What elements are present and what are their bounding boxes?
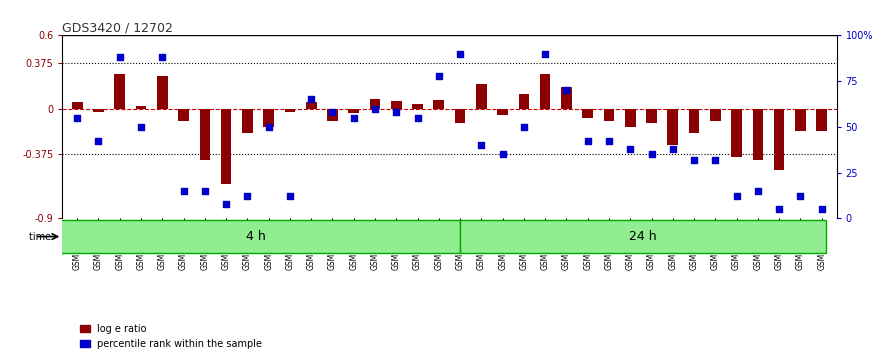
Bar	[625, 109, 635, 127]
Point	[687, 157, 701, 162]
Bar	[348, 109, 359, 113]
Bar	[710, 109, 721, 121]
Point	[410, 115, 425, 120]
Legend: log e ratio, percentile rank within the sample: log e ratio, percentile rank within the …	[76, 320, 266, 353]
Bar	[540, 74, 551, 109]
Point	[517, 124, 531, 130]
Bar	[519, 94, 530, 109]
Point	[113, 55, 127, 60]
Point	[219, 201, 233, 206]
Bar	[115, 74, 125, 109]
Bar	[72, 102, 83, 109]
Bar	[178, 109, 189, 121]
Point	[602, 139, 616, 144]
Point	[92, 139, 106, 144]
Bar	[455, 109, 465, 123]
Point	[198, 188, 212, 194]
Point	[240, 194, 255, 199]
Bar	[498, 109, 508, 115]
Bar	[306, 102, 317, 109]
Point	[708, 157, 723, 162]
Point	[155, 55, 169, 60]
Point	[134, 124, 148, 130]
Bar	[689, 109, 700, 133]
Point	[326, 109, 340, 115]
Point	[623, 146, 637, 152]
Bar	[285, 109, 295, 112]
Bar	[582, 109, 593, 118]
Point	[432, 73, 446, 79]
Point	[793, 194, 807, 199]
Point	[368, 106, 382, 112]
Point	[730, 194, 744, 199]
Point	[751, 188, 765, 194]
Bar	[561, 87, 571, 109]
Point	[559, 87, 573, 93]
Text: 24 h: 24 h	[629, 230, 657, 243]
Point	[453, 51, 467, 57]
Bar	[328, 109, 338, 121]
Bar	[263, 109, 274, 127]
Point	[304, 97, 319, 102]
Point	[496, 152, 510, 157]
Point	[389, 109, 403, 115]
Text: GDS3420 / 12702: GDS3420 / 12702	[62, 21, 174, 34]
Bar	[199, 109, 210, 160]
Bar	[753, 109, 764, 160]
Bar	[242, 109, 253, 133]
Bar	[93, 109, 104, 112]
FancyBboxPatch shape	[52, 220, 460, 253]
Point	[772, 206, 786, 212]
Point	[346, 115, 360, 120]
Bar	[795, 109, 805, 131]
Bar	[135, 106, 146, 109]
Bar	[157, 76, 167, 109]
Bar	[732, 109, 742, 157]
Bar	[412, 104, 423, 109]
Point	[283, 194, 297, 199]
Point	[474, 142, 489, 148]
Bar	[391, 101, 401, 109]
Point	[644, 152, 659, 157]
Bar	[668, 109, 678, 145]
Point	[70, 115, 85, 120]
Bar	[603, 109, 614, 121]
Bar	[476, 84, 487, 109]
Point	[262, 124, 276, 130]
Point	[814, 206, 829, 212]
Bar	[433, 100, 444, 109]
Point	[176, 188, 190, 194]
Point	[666, 146, 680, 152]
Text: 4 h: 4 h	[246, 230, 266, 243]
FancyBboxPatch shape	[460, 220, 826, 253]
Bar	[369, 99, 380, 109]
Bar	[221, 109, 231, 184]
Point	[538, 51, 553, 57]
Point	[580, 139, 595, 144]
Text: time: time	[29, 232, 54, 241]
Bar	[816, 109, 827, 131]
Bar	[773, 109, 784, 170]
Bar	[646, 109, 657, 123]
